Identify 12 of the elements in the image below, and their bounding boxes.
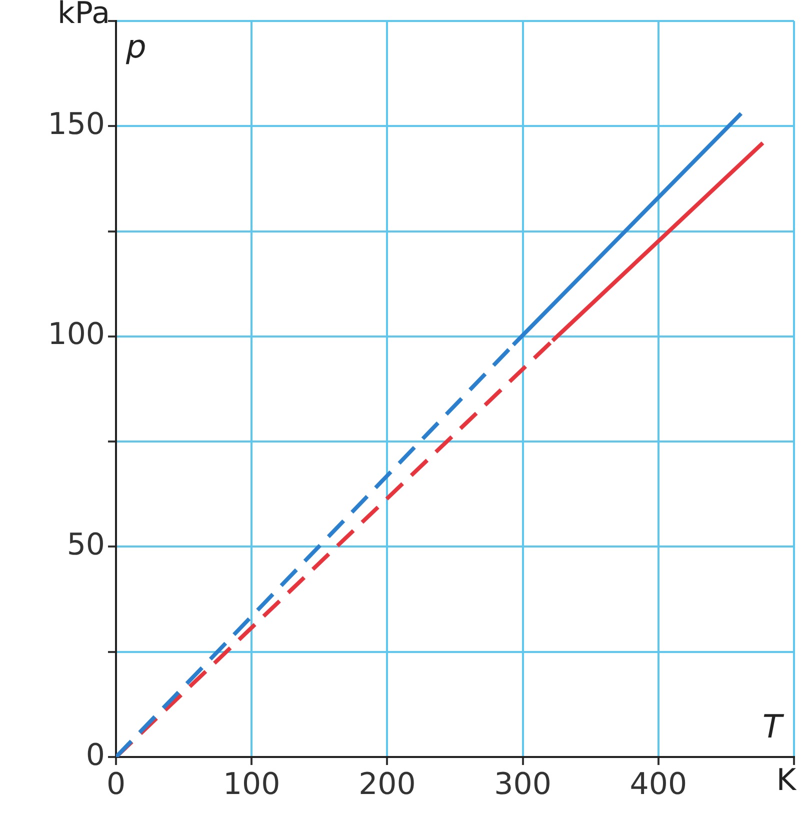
x-tick-label: 100 [222,766,280,802]
x-axis-title: T [762,707,784,746]
y-axis-title: p [125,27,146,66]
x-tick-label: 200 [358,766,416,802]
text: K [776,762,798,798]
y-tick-label: 50 [66,528,105,563]
x-tick-label: 400 [630,766,688,802]
y-tick-label: 0 [86,738,105,773]
y-tick-label: 100 [48,317,105,352]
x-tick-label: 300 [494,766,552,802]
y-tick-label: 150 [48,106,105,142]
text: kPa [58,0,110,31]
